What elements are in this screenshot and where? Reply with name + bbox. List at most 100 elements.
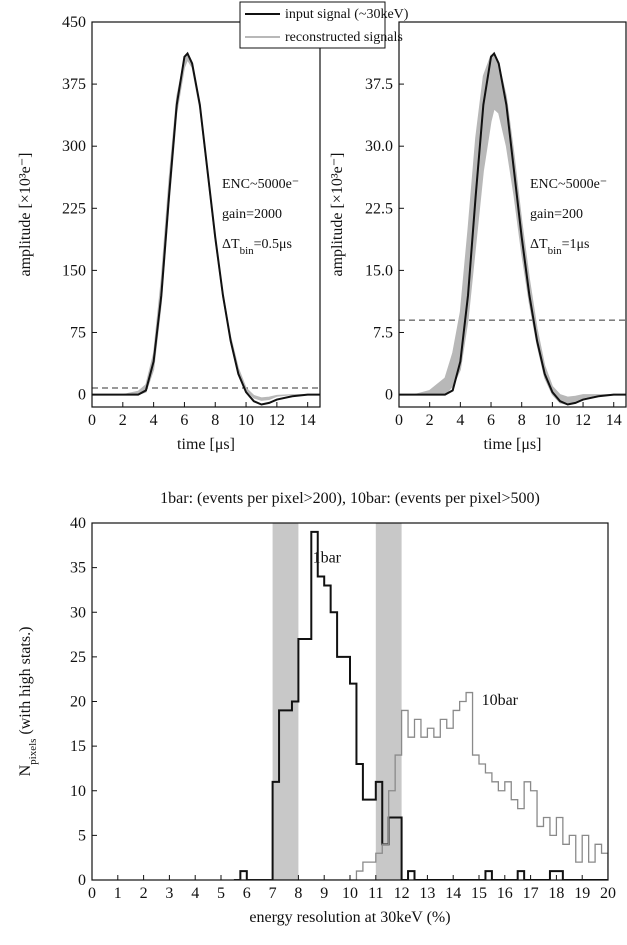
series-label: 10bar [482, 692, 519, 709]
x-tick-label: 18 [548, 885, 564, 902]
x-tick-label: 12 [269, 412, 285, 429]
y-tick-label: 0 [385, 387, 393, 404]
annotation: ΔTbin=0.5μs [222, 237, 292, 257]
reconstructed-band [92, 54, 320, 401]
x-tick-label: 8 [211, 412, 219, 429]
x-tick-label: 12 [394, 885, 410, 902]
y-tick-label: 40 [70, 515, 86, 532]
y-tick-label: 35 [70, 560, 86, 577]
plot-area [399, 51, 626, 406]
y-tick-label: 0 [78, 872, 86, 889]
y-tick-label: 30 [70, 604, 86, 621]
signal-line [92, 51, 320, 406]
x-tick-label: 8 [518, 412, 526, 429]
chart-title: 1bar: (events per pixel>200), 10bar: (ev… [160, 490, 540, 507]
histogram-step [233, 691, 608, 880]
annotation-part: gain=200 [530, 207, 583, 222]
annotation: gain=200 [530, 207, 583, 222]
y-tick-label: 10 [70, 783, 86, 800]
y-axis-label-part: (with high stats.) [17, 627, 34, 739]
y-axis-label: Npixels (with high stats.) [17, 627, 39, 777]
x-tick-label: 10 [342, 885, 358, 902]
annotation: ENC~5000e⁻ [222, 177, 299, 192]
x-tick-label: 0 [395, 412, 403, 429]
x-tick-label: 4 [191, 885, 199, 902]
x-tick-label: 2 [426, 412, 434, 429]
y-tick-label: 15.0 [365, 262, 393, 279]
x-tick-label: 0 [88, 412, 96, 429]
annotation: gain=2000 [222, 207, 282, 222]
legend-label: reconstructed signals [285, 30, 403, 45]
x-tick-label: 2 [140, 885, 148, 902]
y-tick-label: 5 [78, 827, 86, 844]
axes-frame [91, 522, 609, 881]
annotation-part: ΔT [222, 237, 240, 252]
chart: 0 2 4 6 8 10 12 14 0 7.5 15.0 22.5 30.0 37.5 time [μs]… [329, 21, 627, 453]
y-tick-label: 7.5 [373, 324, 393, 341]
x-tick-label: 19 [574, 885, 590, 902]
x-tick-label: 14 [445, 885, 461, 902]
legend-label: input signal (~30keV) [285, 7, 409, 22]
x-tick-label: 0 [88, 885, 96, 902]
x-axis-label: time [μs] [484, 436, 542, 453]
x-tick-label: 1 [114, 885, 122, 902]
y-axis-label-part: pixels [27, 739, 39, 765]
legend-frame [239, 1, 386, 49]
annotation-part: ENC~5000e⁻ [222, 177, 299, 192]
chart: 0 2 4 6 8 10 12 14 0 75 150 225 300 375 450 time [μs] am… [17, 14, 321, 453]
x-tick-label: 6 [487, 412, 495, 429]
y-tick-label: 450 [62, 14, 86, 31]
y-tick-label: 37.5 [365, 76, 393, 93]
x-tick-label: 5 [217, 885, 225, 902]
x-tick-label: 17 [523, 885, 539, 902]
x-tick-label: 4 [456, 412, 464, 429]
x-tick-label: 15 [471, 885, 487, 902]
plot-area [92, 51, 320, 406]
x-tick-label: 7 [269, 885, 277, 902]
annotation-part: bin [548, 245, 563, 257]
y-tick-label: 30.0 [365, 138, 393, 155]
x-tick-label: 14 [300, 412, 316, 429]
x-tick-label: 3 [165, 885, 173, 902]
plot-area [233, 523, 608, 880]
x-tick-label: 16 [497, 885, 513, 902]
y-tick-label: 75 [70, 324, 86, 341]
y-axis-label: amplitude [×10³e⁻] [17, 152, 34, 276]
y-tick-label: 20 [70, 694, 86, 711]
x-tick-label: 6 [180, 412, 188, 429]
x-axis-label: time [μs] [177, 436, 235, 453]
signal-line [399, 51, 626, 406]
y-tick-label: 375 [62, 76, 86, 93]
x-tick-label: 14 [606, 412, 622, 429]
y-tick-label: 15 [70, 738, 86, 755]
reconstructed-band [399, 54, 626, 406]
x-tick-label: 10 [238, 412, 254, 429]
axes-frame [91, 21, 321, 408]
y-axis-label: amplitude [×10³e⁻] [329, 152, 346, 276]
annotation-part: =0.5μs [254, 237, 292, 252]
y-tick-label: 22.5 [365, 200, 393, 217]
x-tick-label: 4 [150, 412, 158, 429]
x-tick-label: 10 [544, 412, 560, 429]
annotation-part: bin [240, 245, 255, 257]
x-tick-label: 20 [600, 885, 616, 902]
x-tick-label: 6 [243, 885, 251, 902]
histogram-step [233, 530, 608, 880]
legend: input signal (~30keV) reconstructed signa… [239, 1, 409, 49]
annotation: ENC~5000e⁻ [530, 177, 607, 192]
x-tick-label: 12 [575, 412, 591, 429]
y-tick-label: 225 [62, 200, 86, 217]
axes-frame [398, 21, 627, 408]
x-axis-label: energy resolution at 30keV (%) [249, 909, 450, 926]
x-tick-label: 8 [294, 885, 302, 902]
annotation-part: ΔT [530, 237, 548, 252]
y-tick-label: 150 [62, 262, 86, 279]
y-tick-label: 300 [62, 138, 86, 155]
x-tick-label: 2 [119, 412, 127, 429]
annotation-part: =1μs [562, 237, 590, 252]
series-label: 1bar [313, 549, 342, 566]
annotation-part: ENC~5000e⁻ [530, 177, 607, 192]
x-tick-label: 13 [419, 885, 435, 902]
